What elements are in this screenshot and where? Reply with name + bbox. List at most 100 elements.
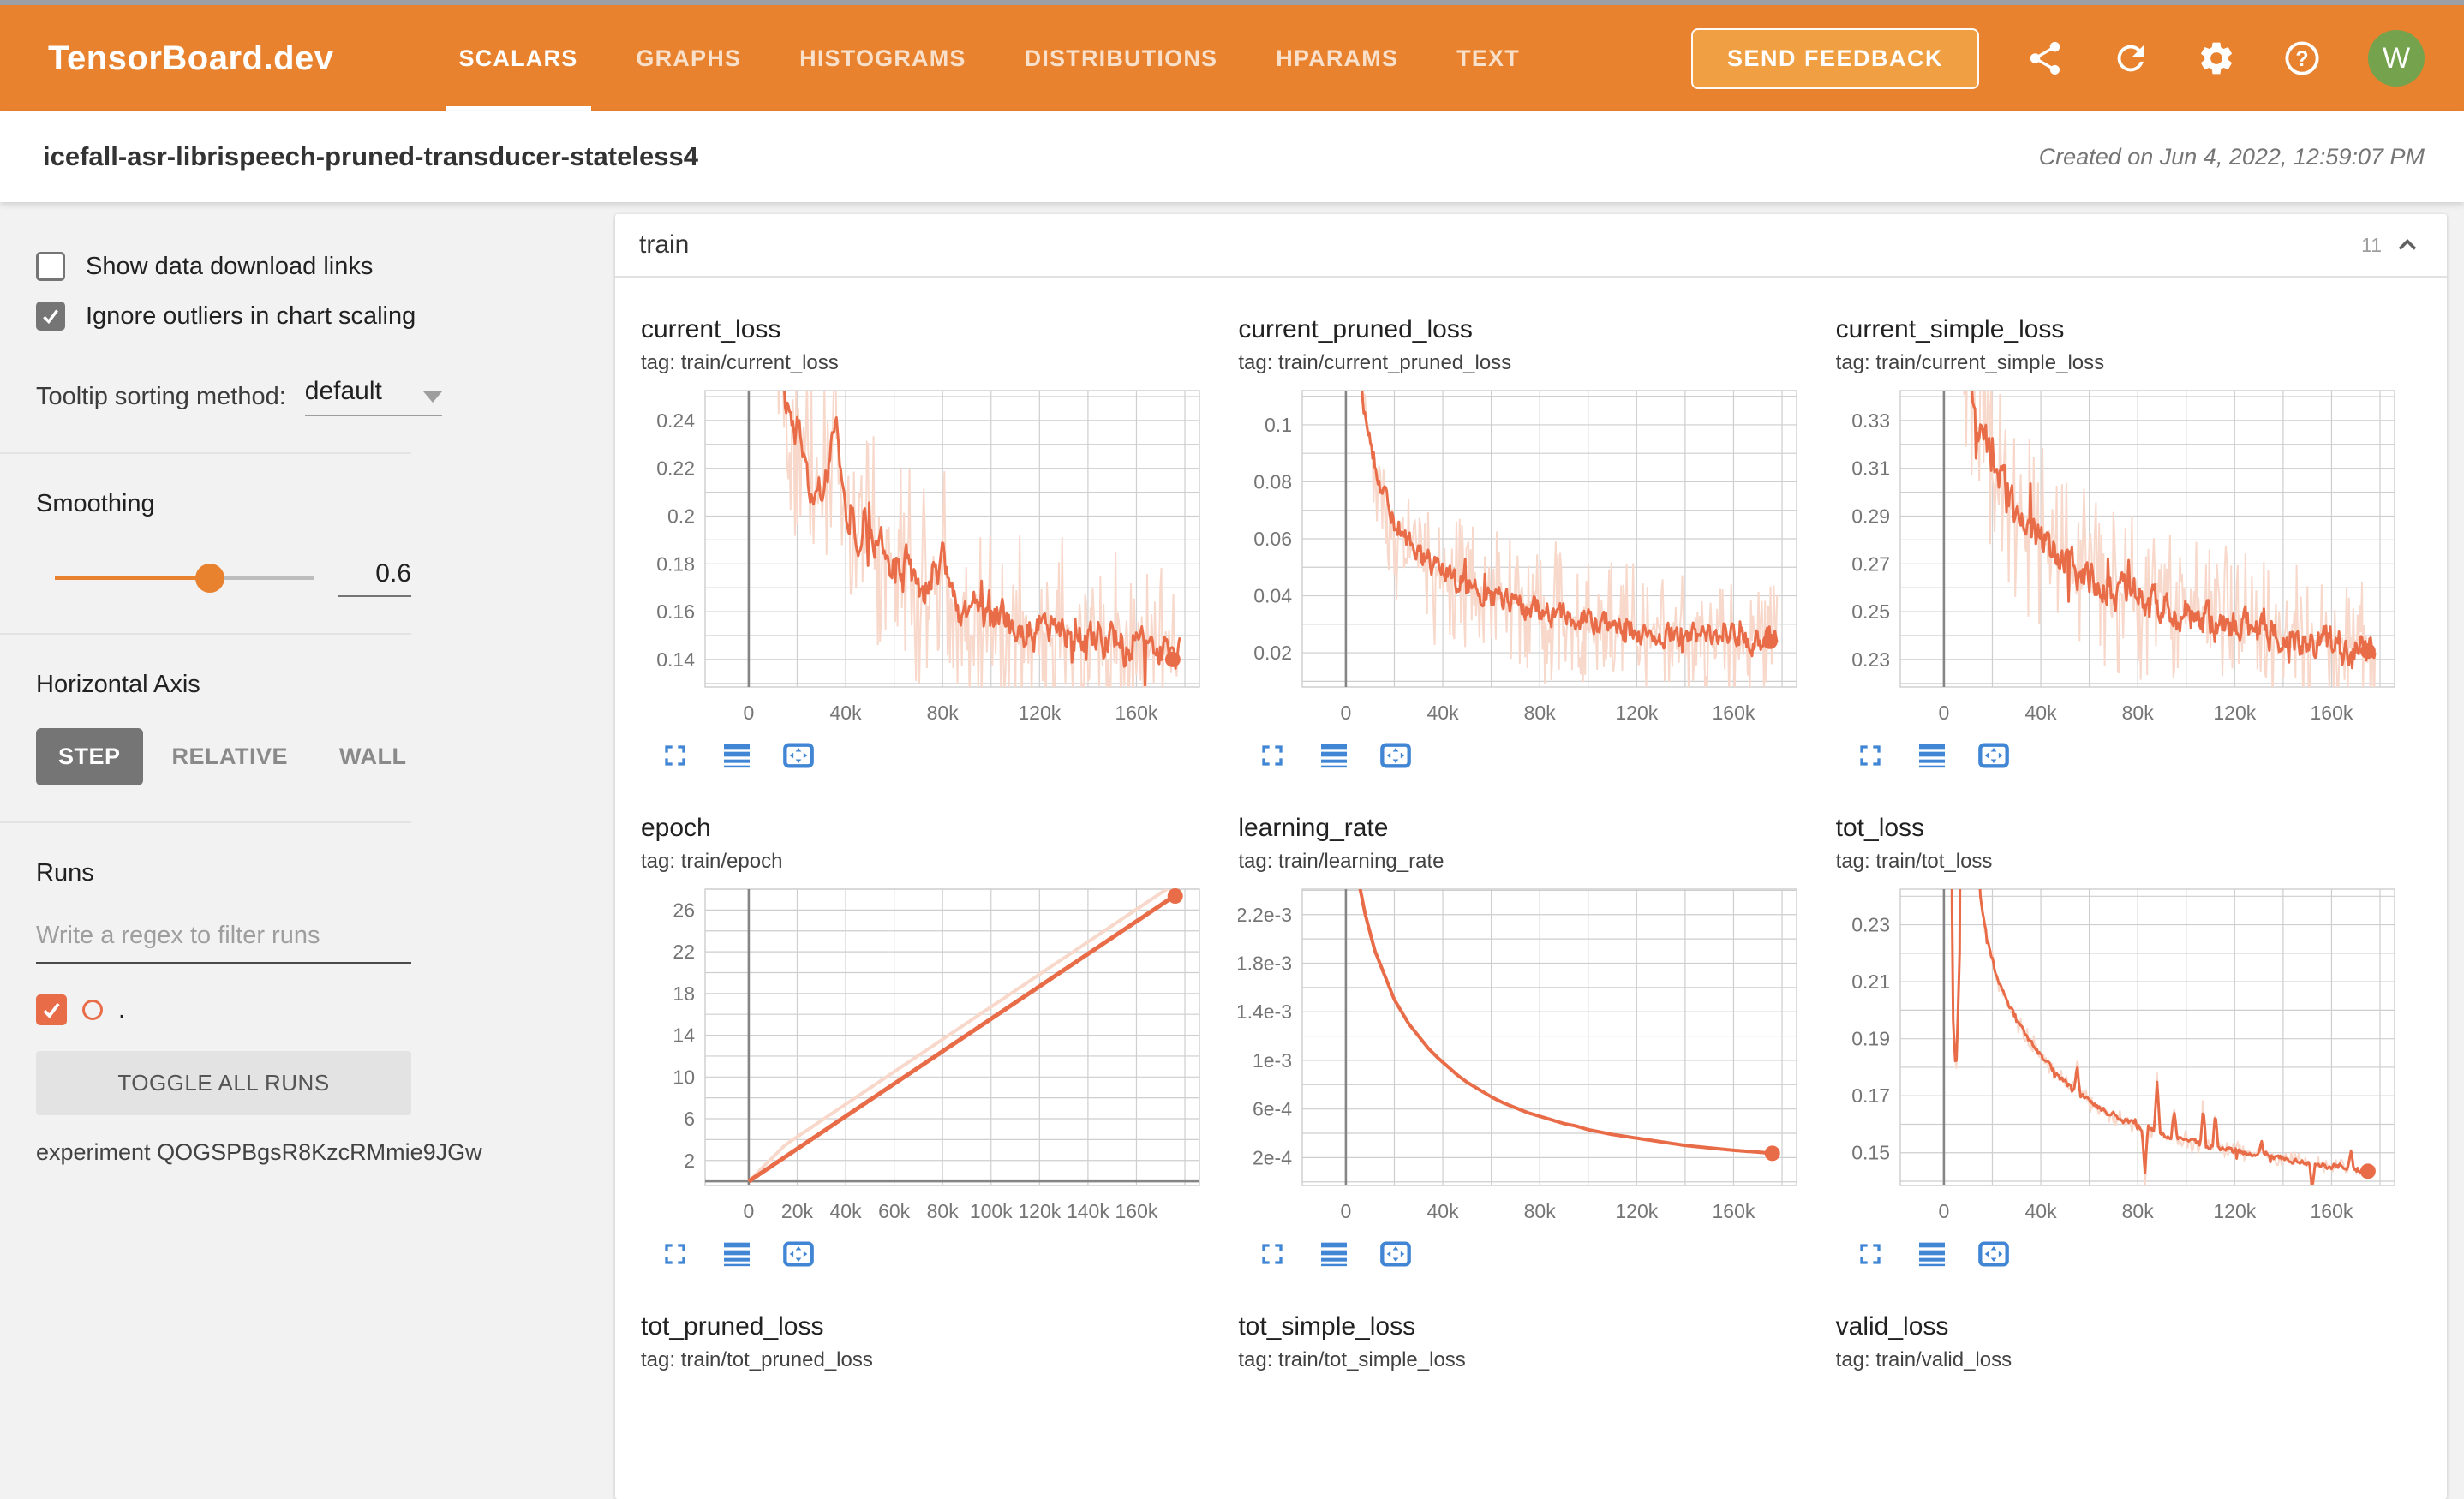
svg-text:0.33: 0.33 [1851, 409, 1890, 432]
log-scale-icon[interactable] [720, 1237, 754, 1271]
chart-plot-current_loss[interactable]: 0 40k 80k 120k 160k 0.14 0.16 0.18 0.2 0.22 0.24 [641, 385, 1206, 730]
run-checkbox[interactable] [36, 994, 67, 1025]
smoothing-value-field[interactable]: 0.6 [338, 559, 411, 597]
chart-actions [1255, 738, 1835, 773]
tab-histograms[interactable]: HISTOGRAMS [799, 45, 966, 71]
chart-title: valid_loss [1835, 1312, 1949, 1341]
tooltip-sorting-dropdown[interactable]: default [304, 377, 442, 416]
avatar[interactable]: W [2368, 30, 2425, 87]
axis-button-step[interactable]: STEP [36, 728, 143, 785]
svg-text:0.17: 0.17 [1851, 1084, 1890, 1107]
run-filter-input[interactable] [36, 922, 411, 964]
svg-text:80k: 80k [927, 1200, 960, 1222]
svg-text:0.14: 0.14 [656, 648, 695, 671]
tab-scalars[interactable]: SCALARS [430, 5, 607, 111]
fullscreen-icon[interactable] [1255, 738, 1289, 773]
svg-text:80k: 80k [1524, 702, 1557, 724]
smoothing-slider-thumb[interactable] [195, 564, 225, 593]
collapse-section-button[interactable] [2392, 230, 2423, 260]
svg-text:0.18: 0.18 [656, 552, 695, 575]
svg-text:160k: 160k [1115, 1200, 1158, 1222]
svg-text:80k: 80k [1524, 1200, 1557, 1222]
chart-title: epoch [641, 814, 711, 842]
svg-text:0: 0 [744, 1200, 755, 1222]
chart-plot-epoch[interactable]: 0 20k 40k 60k 80k 100k 120k 140k 160k26101418222… [641, 884, 1206, 1228]
chart-actions [1853, 1237, 2433, 1271]
run-row: . [0, 994, 600, 1025]
svg-text:160k: 160k [2310, 702, 2353, 724]
tab-text[interactable]: TEXT [1456, 45, 1520, 71]
fit-domain-icon[interactable] [1977, 1237, 2011, 1271]
chart-card-learning_rate: learning_rate tag: train/learning_rate 0 40… [1238, 814, 1835, 1271]
svg-text:40k: 40k [1427, 702, 1460, 724]
fit-domain-icon[interactable] [1379, 1237, 1413, 1271]
svg-text:0.04: 0.04 [1254, 585, 1293, 607]
train-section-header[interactable]: train 11 [615, 214, 2447, 278]
fullscreen-icon[interactable] [658, 1237, 692, 1271]
fit-domain-icon[interactable] [1379, 738, 1413, 773]
fullscreen-icon[interactable] [658, 738, 692, 773]
svg-text:160k: 160k [1713, 1200, 1755, 1222]
svg-text:0: 0 [1341, 702, 1352, 724]
tab-graphs[interactable]: GRAPHS [636, 45, 742, 71]
chart-plot-current_simple_loss[interactable]: 0 40k 80k 120k 160k 0.23 0.25 0.27 0.29 0.31 0.33 [1836, 385, 2401, 730]
fit-domain-icon[interactable] [1977, 738, 2011, 773]
chart-tag: tag: train/tot_simple_loss [1238, 1348, 1466, 1371]
svg-text:1e-3: 1e-3 [1253, 1049, 1292, 1072]
experiment-header: icefall-asr-librispeech-pruned-transduce… [0, 111, 2464, 202]
checkbox-unchecked[interactable] [36, 252, 65, 281]
svg-text:2e-4: 2e-4 [1253, 1146, 1292, 1168]
check-icon [43, 309, 58, 325]
fullscreen-icon[interactable] [1255, 1237, 1289, 1271]
log-scale-icon[interactable] [720, 738, 754, 773]
tooltip-sorting-value: default [304, 377, 382, 405]
toggle-all-runs-button[interactable]: TOGGLE ALL RUNS [36, 1051, 411, 1115]
log-scale-icon[interactable] [1915, 738, 1949, 773]
axis-button-wall[interactable]: WALL [317, 728, 428, 785]
chart-tag: tag: train/epoch [641, 850, 783, 873]
help-icon[interactable]: ? [2282, 39, 2322, 78]
tab-distributions[interactable]: DISTRIBUTIONS [1024, 45, 1218, 71]
settings-icon[interactable] [2197, 39, 2236, 78]
fullscreen-icon[interactable] [1853, 1237, 1887, 1271]
smoothing-slider-fill [55, 576, 211, 580]
checkbox-checked[interactable] [36, 302, 65, 331]
axis-button-relative[interactable]: RELATIVE [150, 728, 311, 785]
refresh-icon[interactable] [2111, 39, 2150, 78]
svg-text:120k: 120k [2213, 1200, 2256, 1222]
checkbox-row-1: Ignore outliers in chart scaling [0, 302, 600, 331]
fullscreen-icon[interactable] [1853, 738, 1887, 773]
svg-text:100k: 100k [970, 1200, 1013, 1222]
chart-title: current_simple_loss [1835, 315, 2065, 343]
chart-plot-learning_rate[interactable]: 0 40k 80k 120k 160k 2e-4 6e-4 1e-3 1.4e-3 1.8e-3 2… [1238, 884, 1803, 1228]
svg-text:20k: 20k [781, 1200, 814, 1222]
svg-text:0.31: 0.31 [1851, 457, 1890, 480]
svg-text:120k: 120k [1018, 1200, 1061, 1222]
tab-hparams[interactable]: HPARAMS [1276, 45, 1399, 71]
chart-card-current_pruned_loss: current_pruned_loss tag: train/current_pr… [1238, 315, 1835, 773]
chart-tag: tag: train/current_loss [641, 351, 839, 374]
sidebar-divider [0, 452, 411, 454]
fit-domain-icon[interactable] [781, 1237, 816, 1271]
log-scale-icon[interactable] [1317, 1237, 1351, 1271]
chart-plot-current_pruned_loss[interactable]: 0 40k 80k 120k 160k 0.02 0.04 0.06 0.08 0.1 [1238, 385, 1803, 730]
fit-domain-icon[interactable] [781, 738, 816, 773]
share-icon[interactable] [2025, 39, 2065, 78]
svg-text:40k: 40k [2024, 702, 2057, 724]
log-scale-icon[interactable] [1915, 1237, 1949, 1271]
svg-text:18: 18 [673, 982, 695, 1005]
window-top-strip [0, 0, 2464, 5]
brand-logo[interactable]: TensorBoard.dev [48, 39, 334, 77]
log-scale-icon[interactable] [1317, 738, 1351, 773]
svg-text:0.1: 0.1 [1265, 414, 1292, 436]
svg-text:120k: 120k [1018, 702, 1061, 724]
svg-text:1.8e-3: 1.8e-3 [1238, 953, 1292, 975]
svg-text:120k: 120k [1616, 702, 1659, 724]
send-feedback-button[interactable]: SEND FEEDBACK [1690, 27, 1979, 89]
chart-card-tot_simple_loss: tot_simple_loss tag: train/tot_simple_los… [1238, 1312, 1835, 1372]
smoothing-slider[interactable] [55, 564, 314, 593]
sidebar: Show data download links Ignore outliers … [0, 202, 600, 1352]
svg-text:22: 22 [673, 941, 695, 963]
chart-plot-tot_loss[interactable]: 0 40k 80k 120k 160k 0.15 0.17 0.19 0.21 0.23 [1836, 884, 2401, 1228]
svg-text:0.21: 0.21 [1851, 970, 1890, 993]
